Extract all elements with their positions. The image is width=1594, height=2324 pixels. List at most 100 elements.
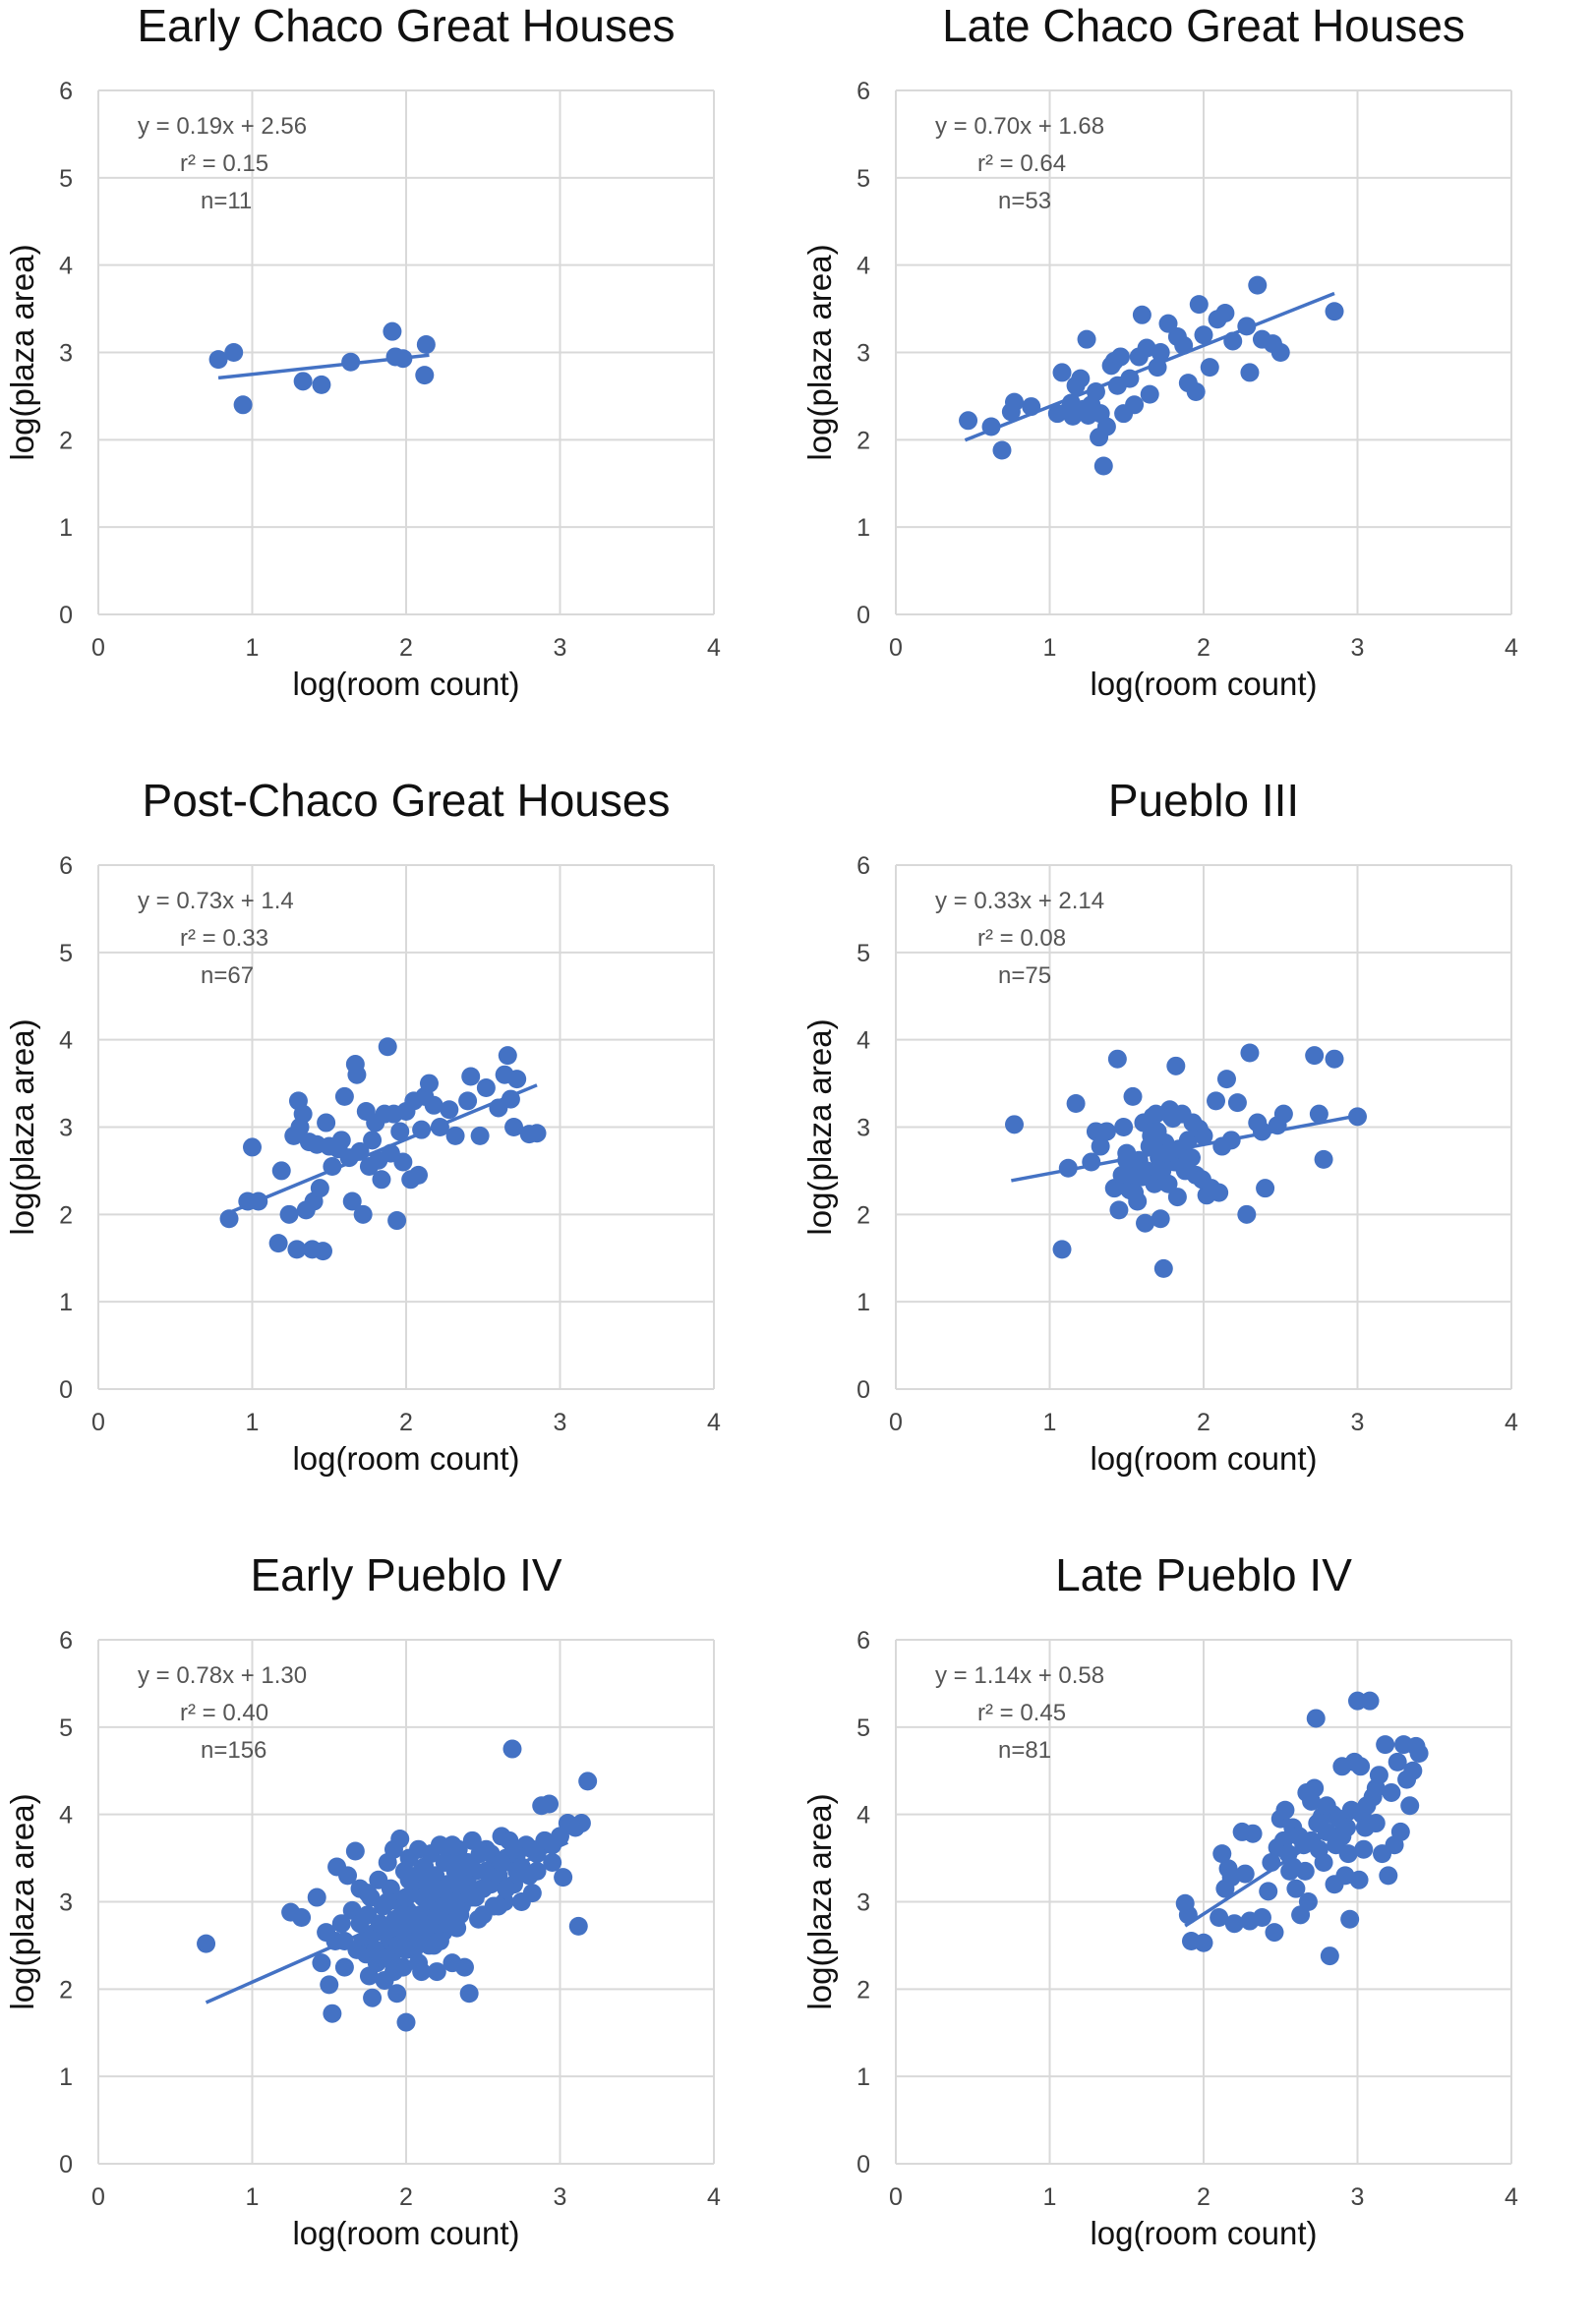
data-point: [1332, 1827, 1352, 1846]
data-point: [396, 1888, 416, 1907]
data-point: [1237, 317, 1257, 336]
data-point: [1259, 1882, 1278, 1901]
data-point: [378, 1037, 397, 1057]
data-point: [568, 1916, 588, 1936]
y-tick-label: 4: [856, 1802, 870, 1830]
data-point: [1286, 1879, 1306, 1898]
x-tick-label: 0: [91, 634, 105, 662]
data-point: [271, 1161, 291, 1181]
y-tick-label: 4: [59, 1027, 73, 1055]
points-layer: [1175, 1691, 1429, 1966]
y-tick-label: 4: [59, 1802, 73, 1830]
data-point: [363, 1131, 383, 1150]
r-squared-annotation: r² = 0.64: [977, 150, 1066, 177]
tick-labels: 0 1 2 3 4 0 1 2 3 4 5 6: [59, 78, 721, 662]
data-point: [1192, 1170, 1211, 1190]
data-point: [1360, 1691, 1380, 1711]
x-tick-label: 4: [1505, 634, 1518, 662]
x-tick-label: 1: [1043, 2183, 1057, 2211]
data-point: [571, 1814, 591, 1833]
y-tick-label: 2: [856, 1976, 870, 2004]
data-point: [1248, 275, 1268, 295]
data-point: [1174, 1156, 1194, 1176]
data-point: [1136, 1213, 1155, 1233]
points-layer: [1005, 1043, 1367, 1278]
gridlines: [895, 864, 1512, 1390]
data-point: [1194, 1126, 1213, 1145]
data-point: [1265, 1923, 1284, 1943]
data-point: [393, 1905, 413, 1925]
data-point: [1309, 1104, 1328, 1124]
data-point: [445, 1126, 465, 1145]
equation-annotation: y = 0.73x + 1.4: [138, 888, 294, 914]
data-point: [1132, 305, 1151, 324]
chart-title: Late Chaco Great Houses: [942, 0, 1465, 51]
data-point: [1148, 358, 1167, 378]
chart-title: Late Pueblo IV: [1055, 1549, 1352, 1600]
data-point: [412, 1120, 432, 1139]
data-point: [1086, 381, 1105, 401]
data-point: [331, 1914, 351, 1934]
data-point: [1161, 1107, 1181, 1127]
y-tick-label: 6: [856, 852, 870, 880]
chart-panel-late-chaco: 0 1 2 3 4 0 1 2 3 4 5 6 Late Chaco Great Houses log…: [797, 0, 1594, 775]
trendline-layer: [223, 1083, 538, 1217]
data-point: [419, 1074, 439, 1093]
y-tick-label: 3: [856, 340, 870, 368]
data-point: [372, 1170, 391, 1190]
data-point: [317, 1113, 336, 1133]
x-tick-label: 2: [1197, 1409, 1210, 1436]
data-point: [312, 1953, 331, 1973]
data-point: [1194, 325, 1213, 345]
data-point: [430, 1931, 449, 1950]
data-point: [461, 1067, 481, 1086]
data-point: [350, 1141, 370, 1161]
y-tick-label: 2: [59, 427, 73, 454]
data-point: [476, 1861, 496, 1881]
data-point: [1390, 1822, 1410, 1841]
data-point: [293, 372, 313, 391]
data-point: [1252, 1907, 1271, 1927]
data-point: [498, 1046, 517, 1066]
x-tick-label: 4: [707, 2183, 721, 2211]
data-point: [1153, 1258, 1173, 1278]
data-point: [1212, 1844, 1232, 1864]
data-point: [399, 1870, 419, 1889]
x-tick-label: 3: [1351, 634, 1365, 662]
data-point: [476, 1078, 496, 1098]
data-point: [243, 1137, 262, 1157]
data-point: [1120, 369, 1140, 388]
data-point: [328, 1139, 348, 1159]
data-point: [334, 1086, 354, 1106]
r-squared-annotation: r² = 0.15: [180, 150, 268, 177]
data-point: [578, 1772, 598, 1791]
data-point: [511, 1892, 531, 1911]
data-point: [1123, 1086, 1143, 1106]
data-point: [1052, 363, 1072, 382]
data-point: [1237, 1204, 1257, 1224]
data-point: [1140, 384, 1159, 404]
scatter-chart: 0 1 2 3 4 0 1 2 3 4 5 6 Early Pueblo IV log(room co…: [4, 1549, 721, 2251]
r-squared-annotation: r² = 0.45: [977, 1700, 1066, 1726]
data-point: [522, 1839, 542, 1859]
data-point: [1166, 1056, 1186, 1075]
y-tick-label: 0: [59, 602, 73, 629]
data-point: [409, 1953, 429, 1973]
data-point: [1256, 1179, 1275, 1198]
data-point: [1125, 1183, 1145, 1202]
y-tick-label: 0: [856, 1376, 870, 1404]
points-layer: [197, 1739, 598, 2032]
y-tick-label: 1: [856, 514, 870, 542]
data-point: [540, 1794, 560, 1814]
x-axis-label: log(room count): [292, 1440, 519, 1477]
y-tick-label: 2: [856, 1201, 870, 1229]
data-point: [233, 395, 253, 415]
data-point: [1210, 1183, 1229, 1202]
y-tick-label: 0: [856, 2151, 870, 2179]
data-point: [323, 1156, 342, 1176]
data-point: [1320, 1946, 1339, 1966]
r-squared-annotation: r² = 0.33: [180, 925, 268, 952]
data-point: [268, 1234, 288, 1253]
data-point: [427, 1879, 446, 1898]
data-point: [338, 1866, 358, 1886]
